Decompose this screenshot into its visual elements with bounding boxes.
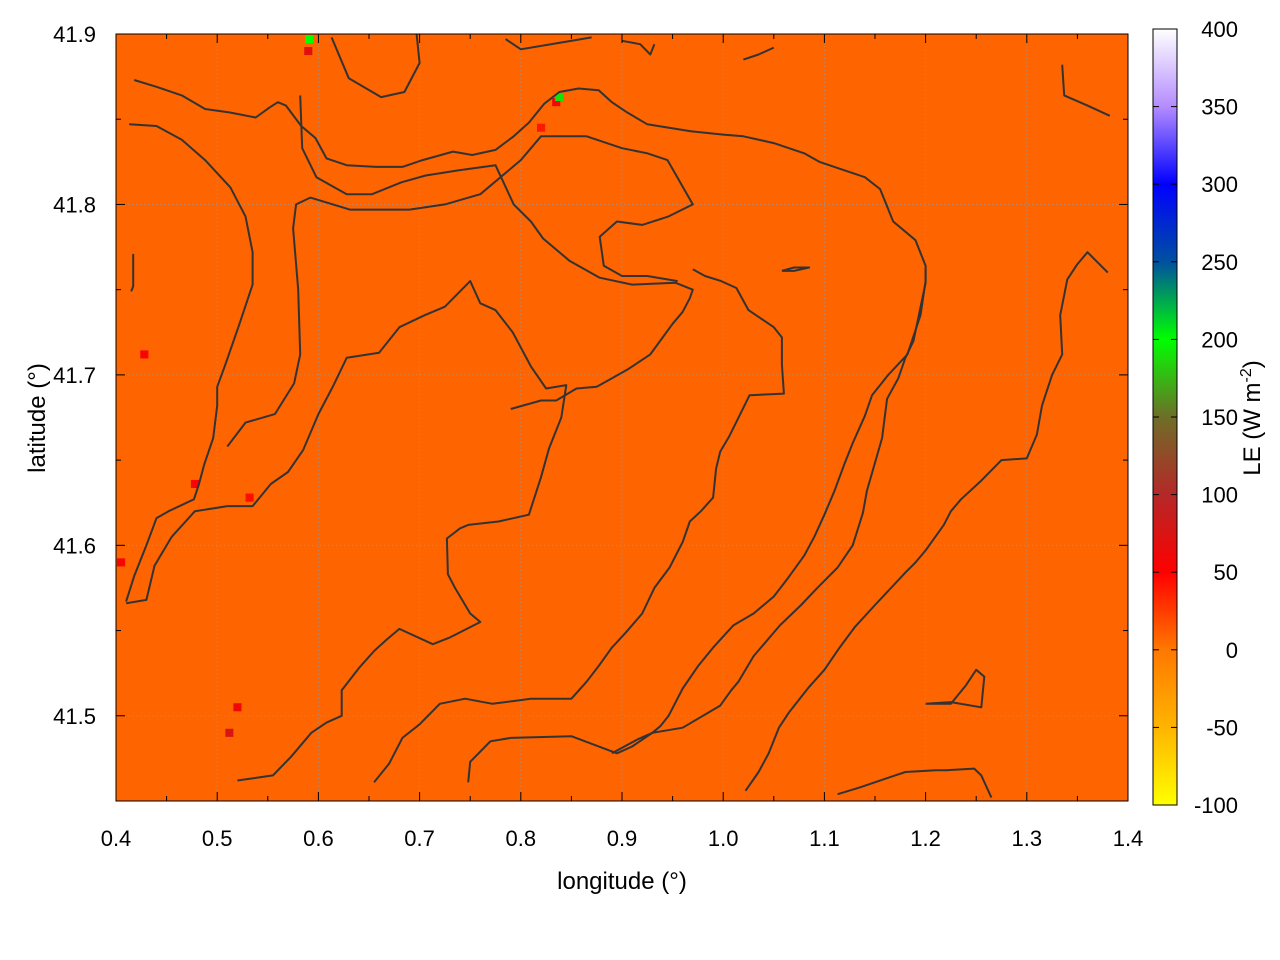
contour-line: [744, 251, 1109, 792]
heatmap-hotspot-cell: [536, 123, 546, 132]
heatmap-hotspot-cell: [245, 493, 254, 502]
colorbar-tick-label: -50: [1206, 715, 1238, 740]
contour-line: [373, 268, 785, 783]
contour-line: [621, 39, 656, 56]
contour-line: [467, 269, 927, 783]
y-tick-labels: 41.5 41.6 41.7 41.8 41.9: [53, 22, 96, 729]
colorbar-tick-label: 250: [1201, 250, 1238, 275]
x-tick-labels: 0.4 0.5 0.6 0.7 0.8 0.9 1.0 1.1 1.2 1.3 1.4: [101, 826, 1144, 851]
y-tick-label: 41.6: [53, 533, 96, 558]
colorbar-tick-label: 200: [1201, 327, 1238, 352]
contour-line: [130, 253, 135, 292]
colorbar-tick-label: 100: [1201, 483, 1238, 508]
heatmap-hotspot-cell: [225, 728, 234, 737]
y-tick-label: 41.9: [53, 22, 96, 47]
x-tick-label: 0.9: [607, 826, 638, 851]
heatmap-hotspot-cell: [304, 46, 313, 56]
contour-line: [299, 95, 694, 410]
contour-line: [133, 79, 927, 755]
heatmap-hotspot-cell: [233, 703, 242, 712]
colorbar-tick-label: 400: [1201, 17, 1238, 42]
y-axis-title: latitude (°): [24, 363, 51, 473]
heatmap-hotspot-cell: [305, 35, 314, 44]
y-tick-label: 41.7: [53, 363, 96, 388]
colorbar-tick-label: 150: [1201, 405, 1238, 430]
y-tick-label: 41.8: [53, 192, 96, 217]
x-axis-title: longitude (°): [557, 868, 687, 895]
contour-line: [125, 280, 568, 782]
contour-line: [743, 46, 775, 61]
x-tick-label: 0.4: [101, 826, 132, 851]
x-tick-label: 0.8: [506, 826, 537, 851]
x-tick-label: 0.5: [202, 826, 233, 851]
contour-line: [1061, 64, 1111, 117]
contour-lines: [125, 34, 1111, 799]
heatmap-hotspot-cell: [190, 479, 199, 489]
contour-line: [837, 767, 993, 799]
heatmap-layer: [117, 35, 564, 737]
contour-line: [226, 135, 694, 448]
contour-line: [925, 668, 986, 709]
colorbar-title-close: ): [1239, 360, 1266, 368]
axis-ticks: [115, 33, 1129, 802]
plot-background: [116, 34, 1128, 801]
x-tick-label: 1.2: [910, 826, 941, 851]
heatmap-hotspot-cell: [117, 558, 126, 567]
heatmap-hotspot-cell: [140, 350, 149, 359]
x-tick-label: 1.4: [1113, 826, 1144, 851]
contour-line: [781, 266, 811, 272]
x-tick-label: 1.0: [708, 826, 739, 851]
x-tick-label: 0.7: [404, 826, 435, 851]
colorbar-tick-label: 50: [1214, 560, 1238, 585]
x-tick-label: 1.3: [1012, 826, 1043, 851]
colorbar-ticks: [1153, 28, 1177, 806]
x-tick-label: 0.6: [303, 826, 334, 851]
heatmap-hotspot-cell: [552, 98, 561, 107]
colorbar: -100 -50 0 50 100 150 200 250 300 350 400 LE (W m-…: [1152, 17, 1266, 818]
colorbar-tick-label: -100: [1194, 793, 1238, 818]
colorbar-tick-label: 300: [1201, 172, 1238, 197]
heatmap-hotspot-cell: [555, 93, 564, 102]
colorbar-tick-labels: -100 -50 0 50 100 150 200 250 300 350 400: [1194, 17, 1238, 818]
y-tick-label: 41.5: [53, 704, 96, 729]
contour-line: [330, 34, 421, 99]
grid-lines: [116, 34, 1128, 801]
contour-line: [505, 36, 592, 51]
colorbar-title-main: LE (W m: [1239, 382, 1266, 475]
colorbar-tick-label: 0: [1226, 638, 1238, 663]
x-tick-label: 1.1: [809, 826, 840, 851]
contour-line: [125, 123, 254, 602]
colorbar-title: LE (W m-2): [1238, 360, 1266, 476]
colorbar-title-exponent: -2: [1238, 368, 1255, 382]
colorbar-tick-label: 350: [1201, 95, 1238, 120]
